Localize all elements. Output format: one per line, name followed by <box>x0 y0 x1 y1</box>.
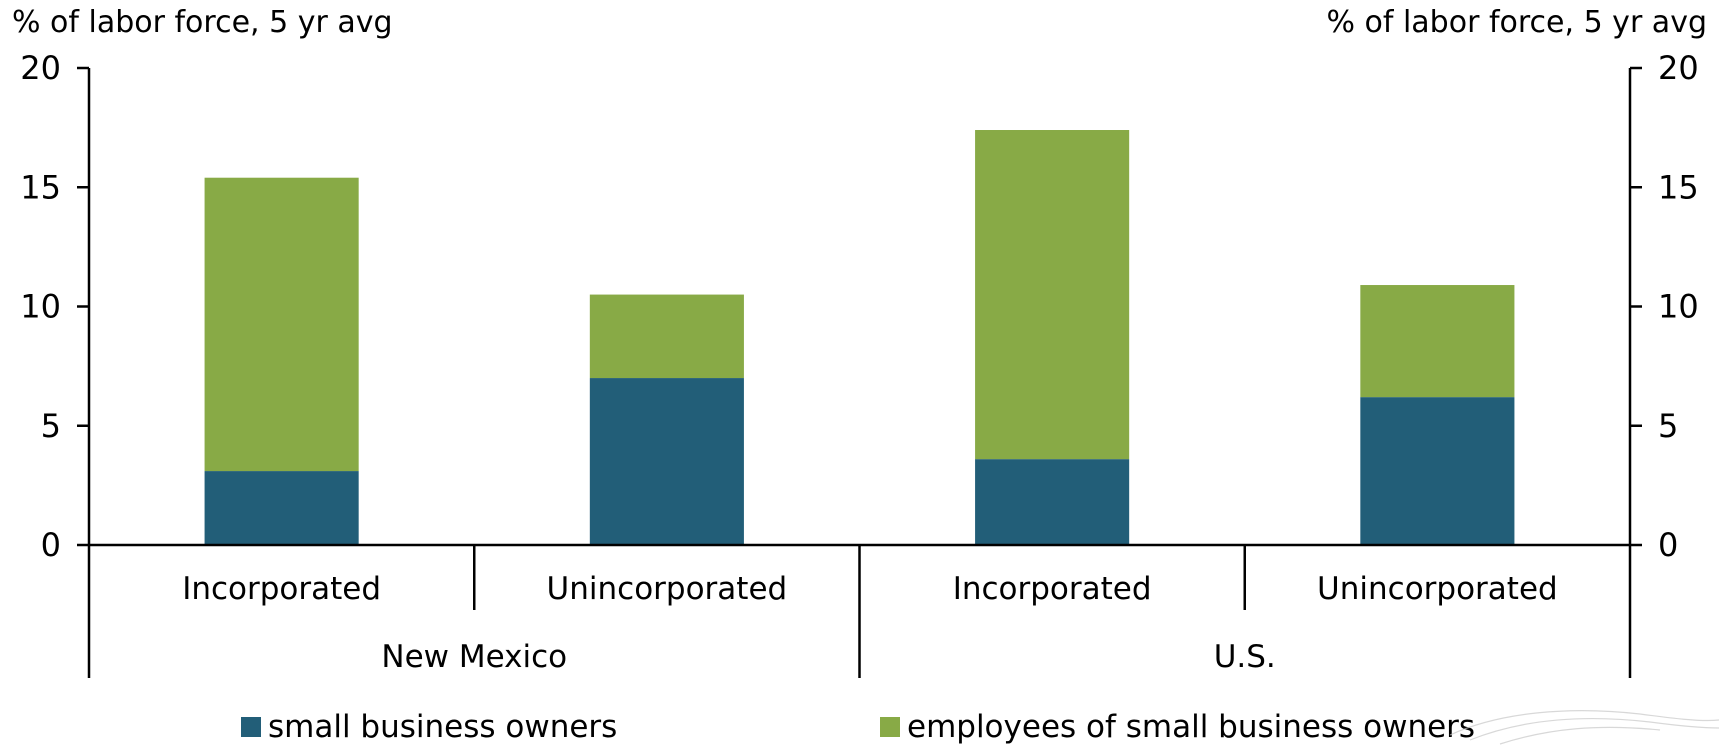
bars <box>204 130 1515 545</box>
category-labels: Incorporated Unincorporated Incorporated Un… <box>182 571 1558 607</box>
bar-employees-of-small-business-owners-1 <box>589 294 744 379</box>
legend-label-employees-of-small-business-owners: employees of small business owners <box>907 709 1475 745</box>
y-tick-label-right: 15 <box>1658 168 1699 206</box>
group-label: U.S. <box>1214 639 1276 675</box>
y-tick-label-left: 20 <box>20 49 61 87</box>
y-tick-label-right: 5 <box>1658 407 1678 445</box>
y-tick-label-right: 10 <box>1658 288 1699 326</box>
y-axis-title-left: % of labor force, 5 yr avg <box>12 5 393 40</box>
watermark-logo <box>1449 710 1719 745</box>
bar-small-business-owners-3 <box>1360 397 1515 545</box>
y-tick-label-left: 5 <box>41 407 61 445</box>
category-label: Incorporated <box>953 571 1152 607</box>
y-ticks-right: 0 5 10 15 20 <box>1630 49 1699 564</box>
y-tick-label-right: 0 <box>1658 526 1678 564</box>
y-tick-label-left: 10 <box>20 288 61 326</box>
legend-swatch-small-business-owners <box>241 717 261 737</box>
bar-small-business-owners-0 <box>204 471 359 545</box>
y-ticks-left: 0 5 10 15 20 <box>20 49 89 564</box>
y-axis-title-right: % of labor force, 5 yr avg <box>1326 5 1707 40</box>
group-labels: New Mexico U.S. <box>381 639 1275 675</box>
legend-swatch-employees-of-small-business-owners <box>880 717 900 737</box>
y-tick-label-right: 20 <box>1658 49 1699 87</box>
category-label: Unincorporated <box>1317 571 1558 607</box>
y-tick-label-left: 0 <box>41 526 61 564</box>
bar-employees-of-small-business-owners-0 <box>204 177 359 472</box>
category-label: Incorporated <box>182 571 381 607</box>
category-dividers <box>87 545 1632 678</box>
category-label: Unincorporated <box>547 571 788 607</box>
group-label: New Mexico <box>381 639 567 675</box>
bar-small-business-owners-2 <box>975 459 1130 545</box>
legend-label-small-business-owners: small business owners <box>268 709 617 745</box>
y-tick-label-left: 15 <box>20 168 61 206</box>
bar-employees-of-small-business-owners-2 <box>975 130 1130 460</box>
bar-employees-of-small-business-owners-3 <box>1360 285 1515 398</box>
bar-small-business-owners-1 <box>589 378 744 545</box>
legend: small business owners employees of small… <box>241 709 1475 745</box>
